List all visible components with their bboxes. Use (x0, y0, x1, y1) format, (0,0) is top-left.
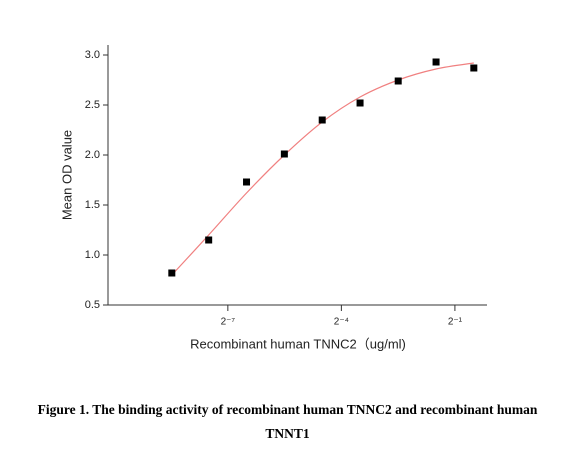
y-axis-label: Mean OD value (59, 130, 74, 220)
data-point (168, 269, 176, 277)
y-tick-label: 2.0 (85, 149, 100, 161)
y-tick-label: 1.5 (85, 199, 100, 211)
data-point (356, 99, 364, 107)
data-point (432, 58, 440, 66)
y-tick-label: 0.5 (85, 299, 100, 311)
data-point (470, 64, 478, 72)
data-point (205, 236, 213, 244)
x-axis-label: Recombinant human TNNC2（ug/ml) (190, 336, 406, 351)
data-point (318, 116, 326, 124)
chart: Recombinant human TNNC2（ug/ml) Mean OD v… (59, 45, 487, 351)
y-tick-label: 1.0 (85, 249, 100, 261)
data-point (280, 150, 288, 158)
x-tick-label: 2⁻⁷ (221, 317, 236, 328)
data-point (394, 77, 402, 85)
data-point (243, 178, 251, 186)
x-tick-label: 2⁻¹ (448, 317, 463, 328)
caption: Figure 1. The binding activity of recomb… (37, 402, 538, 441)
y-tick-label: 2.5 (85, 99, 100, 111)
x-tick-label: 2⁻⁴ (334, 317, 349, 328)
fit-curve (171, 62, 474, 276)
y-tick-label: 3.0 (85, 49, 100, 61)
